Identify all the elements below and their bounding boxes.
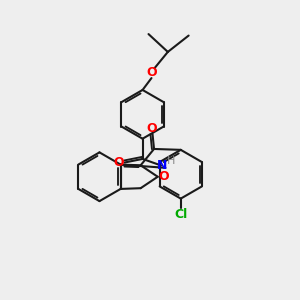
Text: Cl: Cl	[174, 208, 188, 220]
Text: O: O	[113, 156, 124, 169]
Text: H: H	[167, 156, 176, 166]
Text: O: O	[147, 122, 157, 135]
Text: O: O	[146, 66, 157, 79]
Text: N: N	[157, 159, 167, 172]
Text: O: O	[158, 170, 169, 183]
